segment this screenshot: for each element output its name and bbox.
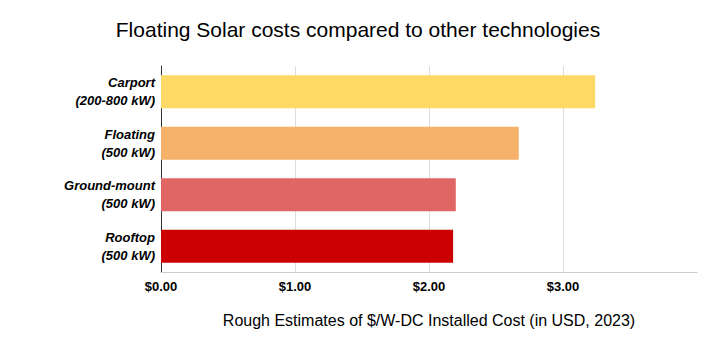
svg-text:Rough Estimates of $/W-DC Inst: Rough Estimates of $/W-DC Installed Cost… <box>223 312 635 329</box>
svg-text:Floating: Floating <box>104 127 155 142</box>
svg-text:Ground-mount: Ground-mount <box>64 178 156 193</box>
svg-text:Rooftop: Rooftop <box>105 230 155 245</box>
svg-text:$1.00: $1.00 <box>279 279 312 294</box>
svg-text:Floating Solar costs compared: Floating Solar costs compared to other t… <box>116 18 600 41</box>
svg-text:$2.00: $2.00 <box>413 279 446 294</box>
svg-text:(500 kW): (500 kW) <box>102 248 155 263</box>
svg-text:(500 kW): (500 kW) <box>102 196 155 211</box>
svg-text:$0.00: $0.00 <box>145 279 178 294</box>
svg-text:(500 kW): (500 kW) <box>102 145 155 160</box>
svg-text:Carport: Carport <box>108 75 156 90</box>
svg-text:$3.00: $3.00 <box>547 279 580 294</box>
svg-text:(200-800 kW): (200-800 kW) <box>76 93 155 108</box>
